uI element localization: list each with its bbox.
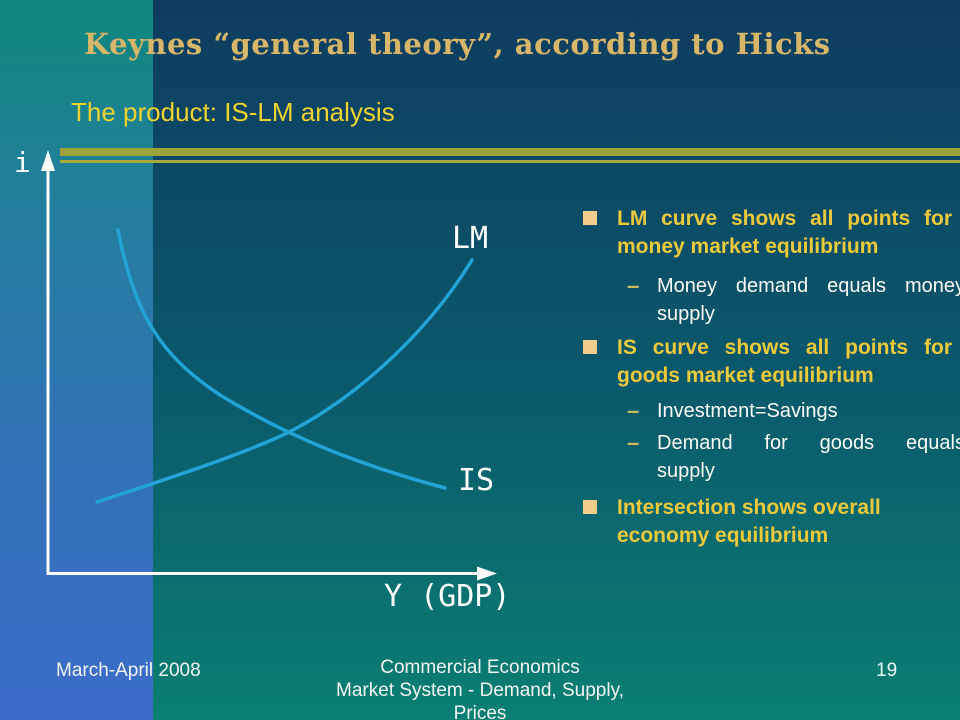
sub-bullet-text: Money demand equals money supply bbox=[657, 272, 960, 328]
lm-curve-label: LM bbox=[452, 221, 489, 256]
bullet-text-line: LM curve shows all points for bbox=[617, 207, 952, 230]
dash-icon: – bbox=[627, 430, 640, 455]
lm-curve bbox=[95, 258, 474, 504]
sub-bullet-item: – Money demand equals money supply bbox=[580, 272, 960, 328]
bullet-item: IS curve shows all points for goods mark… bbox=[580, 334, 960, 390]
bullet-text-line: money market equilibrium bbox=[617, 235, 879, 258]
footer-course: Commercial Economics Market System - Dem… bbox=[318, 656, 642, 720]
slide-subtitle: The product: IS-LM analysis bbox=[71, 97, 395, 127]
bullet-text: IS curve shows all points for goods mark… bbox=[617, 334, 952, 390]
dash-icon: – bbox=[627, 398, 640, 423]
sub-bullet-text: Investment=Savings bbox=[657, 397, 960, 425]
x-axis-arrow-icon bbox=[477, 566, 497, 581]
bullet-square-icon bbox=[583, 340, 597, 354]
bullet-text-line: goods market equilibrium bbox=[617, 364, 874, 387]
bullet-square-icon bbox=[583, 211, 597, 225]
bullet-text-line: Investment=Savings bbox=[657, 400, 838, 422]
bullet-text-line: Demand for goods equals bbox=[657, 432, 960, 454]
sub-bullet-text: Demand for goods equals supply bbox=[657, 429, 960, 485]
separator-bar-thin bbox=[60, 160, 960, 163]
bullet-item: Intersection shows overall economy equil… bbox=[580, 494, 960, 550]
left-accent-strip bbox=[0, 0, 153, 720]
y-axis-title: i bbox=[14, 146, 31, 179]
bullet-item: LM curve shows all points for money mark… bbox=[580, 205, 960, 261]
bullet-text: LM curve shows all points for money mark… bbox=[617, 205, 952, 261]
footer-course-line: Market System - Demand, Supply, bbox=[336, 680, 624, 701]
sub-bullet-item: – Demand for goods equals supply bbox=[580, 429, 960, 485]
bullet-text-line: economy equilibrium bbox=[617, 524, 829, 547]
slide-title: Keynes “general theory”, according to Hi… bbox=[84, 27, 831, 61]
bullet-text: Intersection shows overall economy equil… bbox=[617, 494, 952, 550]
bullet-text-line: IS curve shows all points for bbox=[617, 336, 952, 359]
bullet-square-icon bbox=[583, 500, 597, 514]
separator-bar-thick bbox=[60, 148, 960, 156]
x-axis-title: Y (GDP) bbox=[384, 579, 511, 614]
bullet-text-line: Intersection shows overall bbox=[617, 496, 881, 519]
bullet-text-line: Money demand equals money bbox=[657, 275, 960, 297]
dash-icon: – bbox=[627, 273, 640, 298]
is-curve-label: IS bbox=[458, 463, 495, 498]
footer-course-line: Commercial Economics bbox=[380, 657, 580, 678]
islm-chart bbox=[41, 150, 497, 581]
footer-course-line: Prices bbox=[453, 703, 507, 720]
is-curve bbox=[116, 228, 447, 490]
footer-page-number: 19 bbox=[876, 660, 898, 681]
bullet-text-line: supply bbox=[657, 303, 715, 325]
sub-bullet-item: – Investment=Savings bbox=[580, 397, 960, 425]
bullet-list: LM curve shows all points for money mark… bbox=[580, 205, 960, 550]
y-axis-arrow-icon bbox=[41, 150, 55, 171]
footer-date: March-April 2008 bbox=[56, 660, 201, 681]
bullet-text-line: supply bbox=[657, 460, 715, 482]
